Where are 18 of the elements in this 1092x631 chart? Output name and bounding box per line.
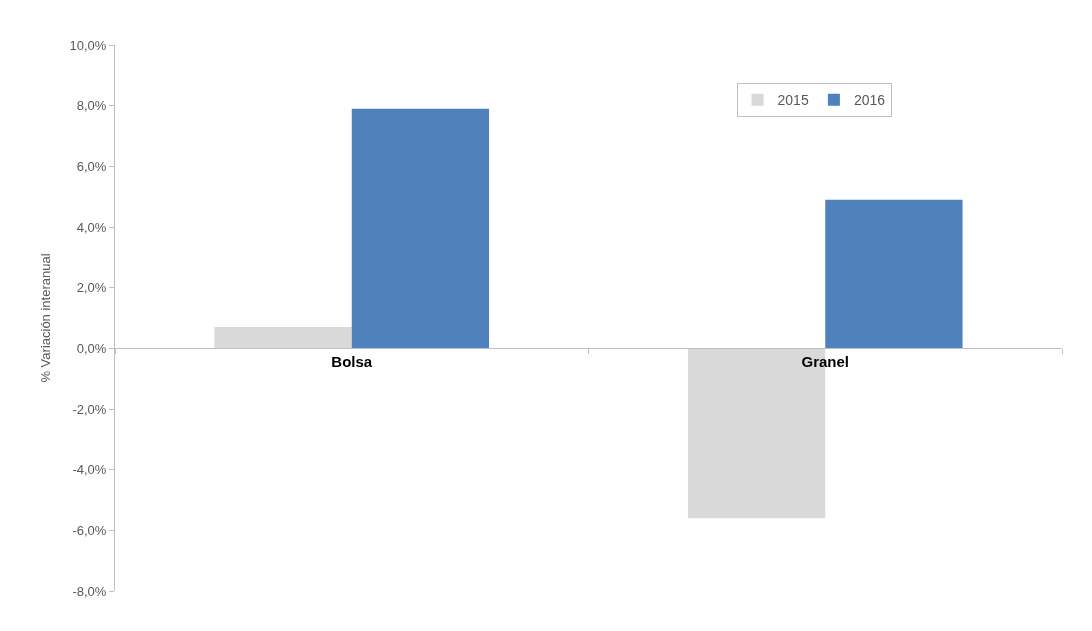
y-tick-label: 0,0% (76, 340, 107, 356)
y-tick-label: -4,0% (72, 462, 107, 478)
y-tick-label: 4,0% (76, 219, 107, 235)
y-tick-label: -8,0% (72, 583, 107, 599)
legend-label: 2015 (777, 92, 809, 109)
y-tick-label: -6,0% (72, 522, 107, 538)
legend-label: 2016 (853, 92, 886, 109)
y-axis-title: % Variación interanual (38, 253, 54, 383)
bar (825, 199, 963, 349)
y-tick-label: 10,0% (69, 37, 107, 53)
y-tick-label: 2,0% (76, 280, 107, 296)
x-tick-label: Bolsa (331, 353, 373, 371)
y-tick-label: -2,0% (72, 401, 107, 417)
bar (214, 327, 352, 349)
y-tick-label: 8,0% (76, 98, 107, 114)
x-tick-label: Granel (801, 353, 850, 371)
y-tick-label: 6,0% (76, 158, 107, 174)
bar (351, 108, 490, 349)
